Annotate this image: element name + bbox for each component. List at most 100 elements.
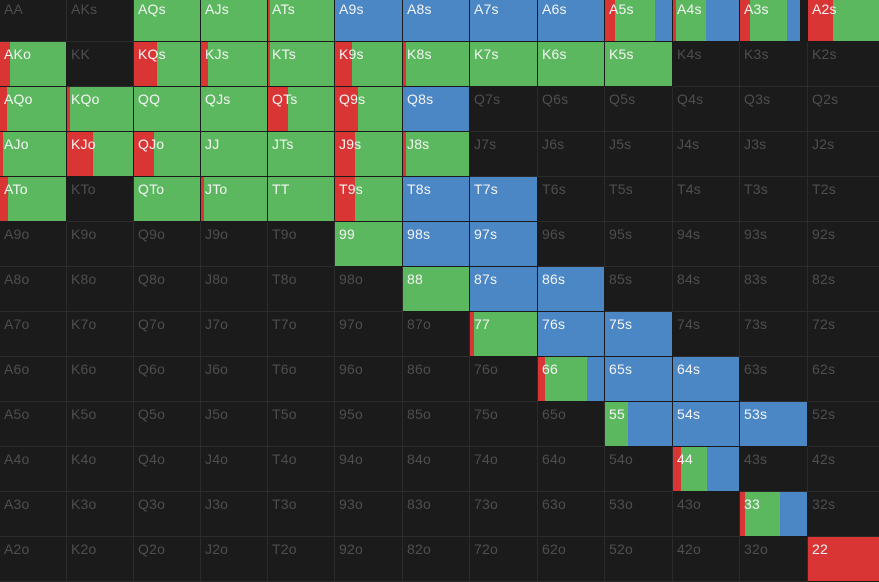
hand-cell-95o[interactable]: 95o xyxy=(335,402,403,447)
hand-cell-76s[interactable]: 76s xyxy=(538,312,605,357)
hand-cell-82o[interactable]: 82o xyxy=(403,537,470,582)
hand-cell-K4s[interactable]: K4s xyxy=(673,42,740,87)
hand-cell-A4o[interactable]: A4o xyxy=(0,447,67,492)
hand-cell-K3s[interactable]: K3s xyxy=(740,42,808,87)
hand-cell-AKo[interactable]: AKo xyxy=(0,42,67,87)
hand-cell-J6o[interactable]: J6o xyxy=(201,357,268,402)
hand-cell-K8s[interactable]: K8s xyxy=(403,42,470,87)
hand-cell-98o[interactable]: 98o xyxy=(335,267,403,312)
hand-cell-74s[interactable]: 74s xyxy=(673,312,740,357)
hand-cell-98s[interactable]: 98s xyxy=(403,222,470,267)
hand-cell-KJo[interactable]: KJo xyxy=(67,132,134,177)
hand-cell-Q4o[interactable]: Q4o xyxy=(134,447,201,492)
hand-cell-T5s[interactable]: T5s xyxy=(605,177,673,222)
hand-cell-96s[interactable]: 96s xyxy=(538,222,605,267)
hand-cell-73s[interactable]: 73s xyxy=(740,312,808,357)
hand-cell-T2s[interactable]: T2s xyxy=(808,177,879,222)
hand-cell-KQo[interactable]: KQo xyxy=(67,87,134,132)
hand-cell-Q8s[interactable]: Q8s xyxy=(403,87,470,132)
hand-cell-QJs[interactable]: QJs xyxy=(201,87,268,132)
hand-cell-Q4s[interactable]: Q4s xyxy=(673,87,740,132)
hand-cell-K2s[interactable]: K2s xyxy=(808,42,879,87)
hand-cell-JTs[interactable]: JTs xyxy=(268,132,335,177)
hand-cell-QTo[interactable]: QTo xyxy=(134,177,201,222)
hand-cell-93o[interactable]: 93o xyxy=(335,492,403,537)
hand-cell-T4s[interactable]: T4s xyxy=(673,177,740,222)
hand-cell-K5o[interactable]: K5o xyxy=(67,402,134,447)
hand-cell-92s[interactable]: 92s xyxy=(808,222,879,267)
hand-cell-84s[interactable]: 84s xyxy=(673,267,740,312)
hand-cell-43s[interactable]: 43s xyxy=(740,447,808,492)
hand-cell-A9s[interactable]: A9s xyxy=(335,0,403,42)
hand-cell-QJo[interactable]: QJo xyxy=(134,132,201,177)
hand-cell-T6o[interactable]: T6o xyxy=(268,357,335,402)
hand-cell-A2o[interactable]: A2o xyxy=(0,537,67,582)
hand-cell-AA[interactable]: AA xyxy=(0,0,67,42)
hand-cell-97o[interactable]: 97o xyxy=(335,312,403,357)
hand-cell-A8o[interactable]: A8o xyxy=(0,267,67,312)
hand-cell-Q9s[interactable]: Q9s xyxy=(335,87,403,132)
hand-cell-J5o[interactable]: J5o xyxy=(201,402,268,447)
hand-cell-64o[interactable]: 64o xyxy=(538,447,605,492)
hand-cell-82s[interactable]: 82s xyxy=(808,267,879,312)
hand-cell-J4s[interactable]: J4s xyxy=(673,132,740,177)
hand-cell-K9o[interactable]: K9o xyxy=(67,222,134,267)
hand-cell-55[interactable]: 55 xyxy=(605,402,673,447)
hand-cell-87o[interactable]: 87o xyxy=(403,312,470,357)
hand-cell-72o[interactable]: 72o xyxy=(470,537,538,582)
hand-cell-94s[interactable]: 94s xyxy=(673,222,740,267)
hand-cell-T7o[interactable]: T7o xyxy=(268,312,335,357)
hand-cell-T5o[interactable]: T5o xyxy=(268,402,335,447)
hand-cell-T8s[interactable]: T8s xyxy=(403,177,470,222)
hand-cell-22[interactable]: 22 xyxy=(808,537,879,582)
hand-cell-AQs[interactable]: AQs xyxy=(134,0,201,42)
hand-cell-J2o[interactable]: J2o xyxy=(201,537,268,582)
hand-cell-T2o[interactable]: T2o xyxy=(268,537,335,582)
hand-cell-KQs[interactable]: KQs xyxy=(134,42,201,87)
hand-cell-85o[interactable]: 85o xyxy=(403,402,470,447)
hand-cell-QQ[interactable]: QQ xyxy=(134,87,201,132)
hand-cell-Q2o[interactable]: Q2o xyxy=(134,537,201,582)
hand-cell-J4o[interactable]: J4o xyxy=(201,447,268,492)
hand-cell-75o[interactable]: 75o xyxy=(470,402,538,447)
hand-cell-92o[interactable]: 92o xyxy=(335,537,403,582)
hand-cell-93s[interactable]: 93s xyxy=(740,222,808,267)
hand-cell-52o[interactable]: 52o xyxy=(605,537,673,582)
hand-cell-K5s[interactable]: K5s xyxy=(605,42,673,87)
hand-cell-32s[interactable]: 32s xyxy=(808,492,879,537)
hand-cell-TT[interactable]: TT xyxy=(268,177,335,222)
hand-cell-JJ[interactable]: JJ xyxy=(201,132,268,177)
hand-cell-88[interactable]: 88 xyxy=(403,267,470,312)
hand-cell-63o[interactable]: 63o xyxy=(538,492,605,537)
hand-cell-87s[interactable]: 87s xyxy=(470,267,538,312)
hand-cell-64s[interactable]: 64s xyxy=(673,357,740,402)
hand-cell-63s[interactable]: 63s xyxy=(740,357,808,402)
hand-cell-A9o[interactable]: A9o xyxy=(0,222,67,267)
hand-cell-K4o[interactable]: K4o xyxy=(67,447,134,492)
hand-cell-83o[interactable]: 83o xyxy=(403,492,470,537)
hand-cell-99[interactable]: 99 xyxy=(335,222,403,267)
hand-cell-62s[interactable]: 62s xyxy=(808,357,879,402)
hand-cell-85s[interactable]: 85s xyxy=(605,267,673,312)
hand-cell-KJs[interactable]: KJs xyxy=(201,42,268,87)
hand-cell-J2s[interactable]: J2s xyxy=(808,132,879,177)
hand-cell-J5s[interactable]: J5s xyxy=(605,132,673,177)
hand-cell-53s[interactable]: 53s xyxy=(740,402,808,447)
hand-cell-Q7s[interactable]: Q7s xyxy=(470,87,538,132)
hand-cell-K9s[interactable]: K9s xyxy=(335,42,403,87)
hand-cell-65o[interactable]: 65o xyxy=(538,402,605,447)
hand-cell-AJo[interactable]: AJo xyxy=(0,132,67,177)
hand-cell-JTo[interactable]: JTo xyxy=(201,177,268,222)
hand-cell-73o[interactable]: 73o xyxy=(470,492,538,537)
hand-cell-K8o[interactable]: K8o xyxy=(67,267,134,312)
hand-cell-J6s[interactable]: J6s xyxy=(538,132,605,177)
hand-cell-T9s[interactable]: T9s xyxy=(335,177,403,222)
hand-cell-Q5o[interactable]: Q5o xyxy=(134,402,201,447)
hand-cell-32o[interactable]: 32o xyxy=(740,537,808,582)
hand-cell-75s[interactable]: 75s xyxy=(605,312,673,357)
hand-cell-J8s[interactable]: J8s xyxy=(403,132,470,177)
hand-cell-95s[interactable]: 95s xyxy=(605,222,673,267)
hand-cell-66[interactable]: 66 xyxy=(538,357,605,402)
hand-cell-96o[interactable]: 96o xyxy=(335,357,403,402)
hand-cell-65s[interactable]: 65s xyxy=(605,357,673,402)
